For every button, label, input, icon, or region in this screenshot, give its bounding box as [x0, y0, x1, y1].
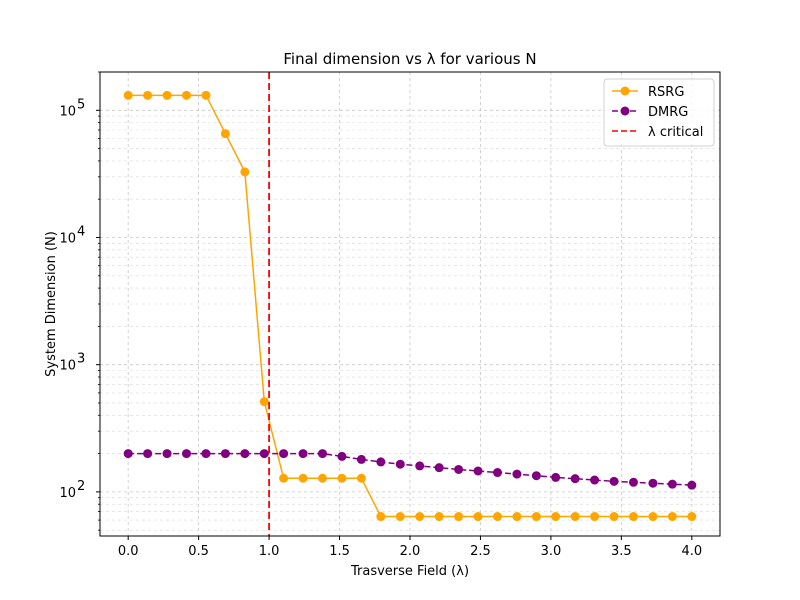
y-tick-exponent: 4 [77, 224, 85, 239]
x-axis-label: Trasverse Field (λ) [350, 564, 469, 579]
y-tick-base: 10 [59, 359, 76, 374]
y-tick-label: 10 [59, 231, 76, 246]
y-tick-label: 10 [59, 486, 76, 501]
x-tick-label: 3.0 [541, 544, 562, 559]
data-point-rsrg [434, 512, 444, 522]
data-point-dmrg [590, 475, 600, 485]
y-tick-base: 10 [59, 104, 76, 119]
data-point-rsrg [531, 512, 541, 522]
legend-label: DMRG [648, 105, 688, 120]
data-point-rsrg [687, 512, 697, 522]
data-point-rsrg [298, 473, 308, 483]
data-point-rsrg [512, 512, 522, 522]
plot-data [123, 72, 697, 536]
data-point-dmrg [570, 474, 580, 484]
data-point-dmrg [473, 466, 483, 476]
data-point-dmrg [628, 477, 638, 487]
data-point-rsrg [279, 473, 289, 483]
data-point-dmrg [609, 476, 619, 486]
data-point-rsrg [143, 90, 153, 100]
data-point-dmrg [182, 449, 192, 459]
x-tick-label: 3.5 [611, 544, 632, 559]
data-point-rsrg [551, 512, 561, 522]
y-axis-label: System Dimension (N) [44, 231, 59, 377]
data-point-dmrg [259, 449, 269, 459]
y-tick-exponent: 5 [77, 97, 85, 112]
chart-title: Final dimension vs λ for various N [283, 50, 536, 68]
y-tick-base: 10 [59, 486, 76, 501]
x-tick-label: 2.5 [470, 544, 491, 559]
legend-label: RSRG [648, 85, 684, 100]
data-point-rsrg [356, 473, 366, 483]
data-point-rsrg [609, 512, 619, 522]
x-tick-label: 1.0 [259, 544, 280, 559]
data-point-dmrg [143, 449, 153, 459]
data-point-rsrg [162, 90, 172, 100]
data-point-rsrg [473, 512, 483, 522]
data-point-dmrg [493, 468, 503, 478]
x-tick-label: 1.5 [329, 544, 350, 559]
data-point-dmrg [454, 464, 464, 474]
x-tick-label: 0.5 [188, 544, 209, 559]
data-point-rsrg [628, 512, 638, 522]
data-point-rsrg [570, 512, 580, 522]
data-point-rsrg [201, 90, 211, 100]
data-point-dmrg [279, 449, 289, 459]
data-point-dmrg [298, 449, 308, 459]
data-point-rsrg [493, 512, 503, 522]
data-point-rsrg [395, 512, 405, 522]
data-point-dmrg [667, 479, 677, 489]
y-tick-exponent: 3 [77, 352, 85, 367]
data-point-dmrg [395, 459, 405, 469]
y-tick-label: 10 [59, 359, 76, 374]
data-point-rsrg [123, 90, 133, 100]
data-point-rsrg [415, 512, 425, 522]
data-point-dmrg [356, 454, 366, 464]
data-point-dmrg [162, 449, 172, 459]
data-point-rsrg [376, 512, 386, 522]
data-point-rsrg [648, 512, 658, 522]
data-point-rsrg [667, 512, 677, 522]
x-tick-label: 0.0 [118, 544, 139, 559]
data-point-rsrg [454, 512, 464, 522]
data-point-rsrg [259, 397, 269, 407]
y-tick-label: 10 [59, 104, 76, 119]
data-point-rsrg [590, 512, 600, 522]
data-point-dmrg [201, 449, 211, 459]
data-point-dmrg [434, 463, 444, 473]
legend-label: λ critical [648, 125, 703, 140]
data-point-rsrg [240, 167, 250, 177]
data-point-dmrg [317, 449, 327, 459]
y-tick-exponent: 2 [77, 479, 85, 494]
data-point-dmrg [512, 469, 522, 479]
x-tick-label: 4.0 [681, 544, 702, 559]
grid [100, 71, 720, 536]
data-point-rsrg [220, 129, 230, 139]
data-point-dmrg [531, 471, 541, 481]
data-point-dmrg [648, 478, 658, 488]
data-point-dmrg [376, 457, 386, 467]
legend-swatch-marker [620, 86, 630, 96]
data-point-dmrg [415, 461, 425, 471]
data-point-rsrg [337, 473, 347, 483]
y-tick-base: 10 [59, 231, 76, 246]
data-point-dmrg [687, 480, 697, 490]
data-point-rsrg [317, 473, 327, 483]
legend-box [603, 78, 715, 147]
data-point-dmrg [220, 449, 230, 459]
data-point-dmrg [551, 472, 561, 482]
x-tick-label: 2.0 [400, 544, 421, 559]
data-point-rsrg [182, 90, 192, 100]
data-point-dmrg [123, 449, 133, 459]
legend: RSRG DMRG λ critical [603, 78, 715, 147]
legend-swatch-marker [620, 106, 630, 116]
data-point-dmrg [240, 449, 250, 459]
data-point-dmrg [337, 451, 347, 461]
